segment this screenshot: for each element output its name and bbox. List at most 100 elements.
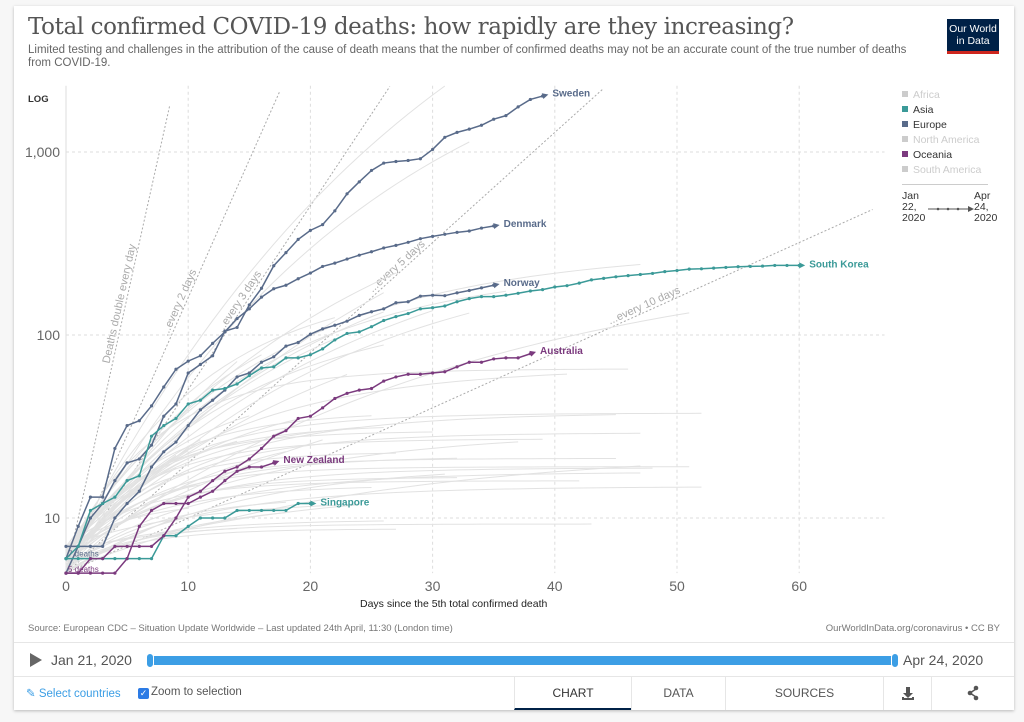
checkbox-checked-icon[interactable]: ✓ — [138, 688, 149, 699]
data-point — [259, 508, 264, 513]
data-point — [479, 226, 484, 230]
data-point — [626, 274, 630, 278]
data-point — [76, 571, 80, 575]
data-point — [382, 161, 386, 165]
x-tick-label: 30 — [425, 578, 441, 594]
background-country-line — [65, 431, 433, 555]
data-point — [64, 571, 68, 575]
data-point — [492, 117, 496, 121]
legend-item-oceania[interactable]: Oceania — [902, 148, 1002, 163]
data-point — [198, 495, 203, 499]
data-point — [431, 147, 435, 152]
timeline-end-handle[interactable] — [891, 653, 899, 668]
play-icon[interactable] — [30, 653, 42, 667]
data-point — [638, 272, 642, 277]
zoom-to-selection-checkbox[interactable]: ✓ Zoom to selection — [138, 686, 242, 699]
background-country-line — [65, 467, 177, 553]
legend-swatch — [902, 166, 908, 172]
data-point — [296, 416, 300, 421]
source-link[interactable]: OurWorldInData.org/coronavirus • CC BY — [825, 623, 1000, 634]
data-point — [101, 571, 105, 575]
data-point — [272, 508, 276, 513]
x-tick-label: 0 — [62, 578, 70, 594]
data-point — [247, 371, 251, 375]
scale-toggle[interactable]: LOG — [28, 94, 49, 105]
data-point — [162, 385, 166, 389]
data-point — [76, 524, 80, 528]
data-point — [259, 360, 264, 364]
data-point — [394, 315, 398, 319]
series-line — [65, 95, 543, 574]
data-point — [712, 266, 716, 270]
legend-item-europe[interactable]: Europe — [902, 118, 1002, 133]
data-point — [369, 386, 374, 391]
data-point — [321, 406, 325, 410]
owid-logo[interactable]: Our World in Data — [947, 19, 999, 54]
data-point — [247, 307, 251, 311]
start-annotation: 5 deaths — [68, 565, 99, 574]
select-countries-button[interactable]: ✎ Select countries — [26, 688, 121, 700]
legend-item-asia[interactable]: Asia — [902, 103, 1002, 118]
data-point — [296, 340, 300, 345]
data-point — [247, 465, 251, 469]
data-point — [113, 571, 117, 575]
data-point — [88, 495, 93, 499]
timeline-start-handle[interactable] — [146, 653, 154, 668]
legend-label: Oceania — [913, 149, 953, 161]
data-point — [455, 230, 459, 234]
timeline-end-label: Apr 24, 2020 — [903, 652, 984, 668]
data-point — [369, 310, 374, 314]
data-point — [369, 325, 374, 329]
background-country-line — [65, 472, 641, 567]
legend-item-africa[interactable]: Africa — [902, 88, 1002, 103]
data-point — [296, 356, 300, 360]
legend-item-south-america[interactable]: South America — [902, 163, 1002, 178]
data-point — [198, 398, 203, 402]
data-point — [125, 556, 129, 561]
legend-item-north-america[interactable]: North America — [902, 133, 1002, 148]
data-point — [211, 489, 215, 493]
legend-label: South America — [913, 164, 982, 176]
background-country-line — [65, 311, 384, 549]
data-point — [101, 544, 105, 548]
data-point — [223, 330, 227, 334]
timeline-track[interactable] — [150, 656, 898, 665]
data-point — [479, 123, 484, 127]
arrowhead-icon — [799, 262, 806, 269]
x-tick-label: 60 — [791, 578, 807, 594]
data-point — [125, 501, 129, 506]
data-point — [467, 288, 471, 293]
background-country-line — [65, 414, 616, 561]
data-point — [235, 375, 239, 379]
data-point — [137, 489, 141, 493]
share-button[interactable] — [931, 676, 1014, 710]
data-point — [211, 398, 215, 402]
data-point — [113, 516, 117, 520]
series-line — [66, 284, 494, 548]
arrowhead-icon — [493, 223, 500, 229]
data-point — [235, 469, 239, 473]
data-point — [663, 270, 667, 274]
tab-data[interactable]: DATA — [631, 676, 725, 710]
background-country-line — [65, 457, 616, 569]
data-point — [516, 105, 520, 109]
tab-chart[interactable]: CHART — [514, 676, 631, 710]
download-button[interactable] — [883, 676, 931, 710]
data-point — [162, 450, 166, 454]
data-point — [284, 356, 288, 360]
data-point — [321, 223, 325, 227]
chart-title: Total confirmed COVID-19 deaths: how rap… — [28, 14, 794, 40]
data-point — [88, 571, 93, 575]
data-point — [308, 353, 312, 357]
data-point — [406, 240, 410, 244]
legend-divider — [902, 184, 988, 185]
data-point — [357, 388, 361, 392]
data-point — [113, 479, 117, 483]
data-point — [406, 158, 410, 163]
data-point — [382, 307, 386, 311]
reference-line — [65, 87, 605, 574]
tab-sources[interactable]: SOURCES — [725, 676, 883, 710]
arrowhead-icon — [310, 500, 317, 507]
data-point — [88, 516, 93, 520]
arrowhead-icon — [272, 460, 280, 466]
